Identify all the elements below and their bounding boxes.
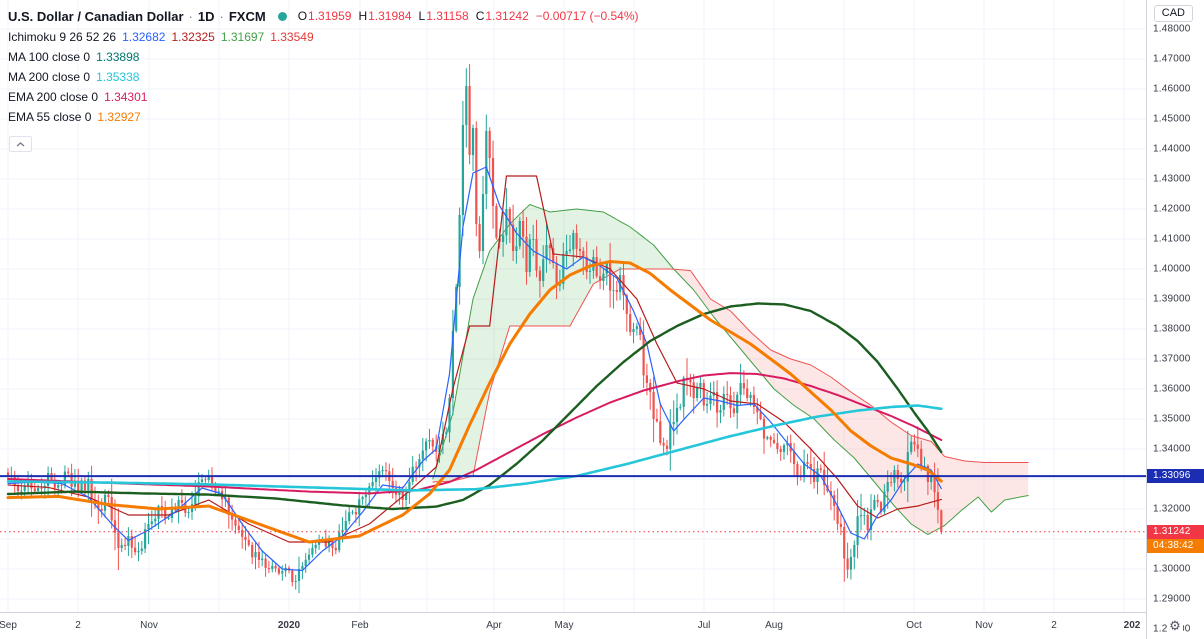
indicator-row-ichimoku[interactable]: Ichimoku 9 26 52 26 1.32682 1.32325 1.31… [8, 27, 314, 47]
time-tick-label: 2 [1051, 620, 1057, 631]
low-value: 1.31158 [426, 9, 469, 23]
time-tick-label: Aug [765, 620, 783, 631]
horizontal-line-price-label[interactable]: 1.33096 [1147, 469, 1204, 484]
time-tick-label: 2020 [277, 620, 301, 631]
separator-dot: · [188, 8, 193, 24]
price-tick-label: 1.39000 [1153, 293, 1191, 305]
price-tick-label: 1.29000 [1153, 593, 1191, 605]
price-tick-label: 1.40000 [1153, 263, 1191, 275]
price-tick-label: 1.32000 [1153, 503, 1191, 515]
price-tick-label: 1.41000 [1153, 233, 1191, 245]
indicator-value: 1.33549 [270, 30, 314, 44]
price-tick-label: 1.44000 [1153, 143, 1191, 155]
legend-panel: U.S. Dollar / Canadian Dollar · 1D · FXC… [8, 5, 639, 152]
price-tick-label: 1.47000 [1153, 53, 1191, 65]
indicator-name: MA 100 close 0 [8, 50, 91, 64]
symbol-title[interactable]: U.S. Dollar / Canadian Dollar [8, 8, 184, 24]
indicator-name: Ichimoku 9 26 52 26 [8, 30, 117, 44]
change-value: −0.00717 (−0.54%) [535, 9, 639, 23]
high-value: 1.31984 [368, 9, 412, 23]
time-axis[interactable]: Sep 2 Nov 2020 Feb Apr May Jul Aug Oct Nov 2 202 [0, 612, 1146, 639]
indicator-row-ma200[interactable]: MA 200 close 0 1.35338 [8, 67, 139, 87]
price-tick-label: 1.37000 [1153, 353, 1191, 365]
open-value: 1.31959 [308, 9, 352, 23]
price-tick-label: 1.43000 [1153, 173, 1191, 185]
indicator-value: 1.31697 [220, 30, 265, 44]
price-tick-label: 1.36000 [1153, 383, 1191, 395]
indicator-value: 1.35338 [96, 70, 140, 84]
low-label: L [418, 9, 426, 23]
time-tick-label: Nov [975, 620, 993, 631]
indicator-name: EMA 55 close 0 [8, 110, 92, 124]
countdown-label: 04:38:42 [1147, 538, 1204, 553]
indicator-value: 1.32927 [97, 110, 141, 124]
price-tick-label: 1.45000 [1153, 113, 1191, 125]
indicator-name: EMA 200 close 0 [8, 90, 99, 104]
chevron-up-icon [16, 141, 25, 146]
symbol-row: U.S. Dollar / Canadian Dollar · 1D · FXC… [8, 5, 639, 27]
time-tick-label: 2 [75, 620, 81, 631]
price-axis[interactable]: 1.48000 1.47000 1.46000 1.45000 1.44000 1.430… [1146, 0, 1204, 639]
time-tick-label: Nov [140, 620, 158, 631]
axis-corner: ⚙ [1146, 612, 1204, 639]
currency-toggle-button[interactable]: CAD [1153, 5, 1193, 22]
indicator-name: MA 200 close 0 [8, 70, 91, 84]
time-tick-label: 202 [1123, 620, 1141, 631]
price-tick-label: 1.30000 [1153, 563, 1191, 575]
indicator-value: 1.32682 [122, 30, 166, 44]
price-tick-label: 1.38000 [1153, 323, 1191, 335]
high-label: H [358, 9, 368, 23]
open-label: O [297, 9, 308, 23]
interval-label[interactable]: 1D [197, 8, 215, 24]
indicator-row-ma100[interactable]: MA 100 close 0 1.33898 [8, 47, 139, 67]
indicator-value: 1.34301 [104, 90, 148, 104]
price-tick-label: 1.42000 [1153, 203, 1191, 215]
indicator-row-ema55[interactable]: EMA 55 close 0 1.32927 [8, 107, 141, 127]
time-tick-label: Sep [0, 620, 17, 631]
exchange-label[interactable]: FXCM [228, 8, 266, 24]
time-tick-label: May [554, 620, 574, 631]
time-tick-label: Jul [697, 620, 711, 631]
market-status-icon [277, 11, 287, 21]
time-tick-label: Feb [351, 620, 369, 631]
price-tick-label: 1.35000 [1153, 413, 1191, 425]
price-tick-label: 1.34000 [1153, 443, 1191, 455]
collapse-indicators-button[interactable] [9, 136, 32, 152]
separator-dot: · [219, 8, 224, 24]
close-label: C [475, 9, 485, 23]
time-tick-label: Apr [486, 620, 502, 631]
price-tick-label: 1.46000 [1153, 83, 1191, 95]
last-price-label: 1.31242 [1147, 524, 1204, 539]
close-value: 1.31242 [485, 9, 529, 23]
indicator-value: 1.33898 [96, 50, 140, 64]
time-tick-label: Oct [906, 620, 922, 631]
price-tick-label: 1.48000 [1153, 23, 1191, 35]
price-chart-canvas[interactable] [0, 0, 1146, 612]
indicator-value: 1.32325 [171, 30, 215, 44]
gear-icon[interactable]: ⚙ [1167, 618, 1183, 633]
indicator-row-ema200[interactable]: EMA 200 close 0 1.34301 [8, 87, 147, 107]
